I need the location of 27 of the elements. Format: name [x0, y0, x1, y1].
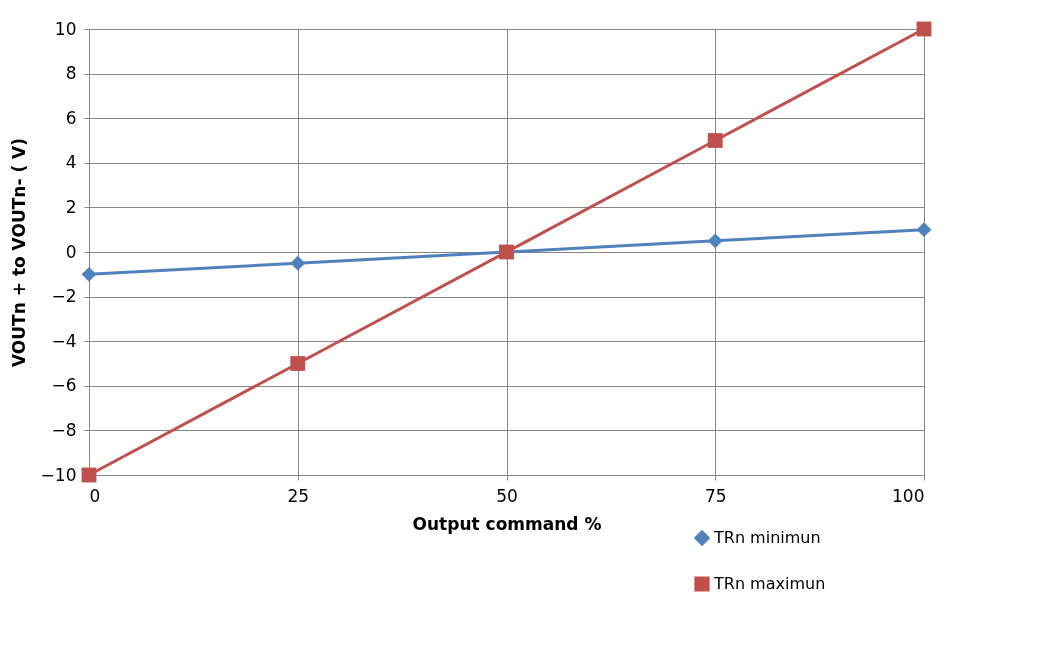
y-tick-label: −2 [51, 286, 77, 307]
y-tick-label: 8 [65, 63, 77, 84]
x-tick-label: 100 [892, 485, 925, 506]
point [290, 255, 306, 271]
point [707, 133, 723, 148]
point [81, 266, 97, 282]
point [707, 233, 723, 249]
point [290, 356, 306, 371]
y-tick-label: −4 [51, 330, 77, 351]
y-tick-label: 0 [65, 241, 77, 262]
point [916, 222, 932, 238]
y-tick-label: 6 [65, 107, 77, 128]
y-tick-label: 10 [54, 18, 77, 39]
x-axis-title: Output command % [412, 513, 602, 534]
x-tick-label: 50 [496, 485, 518, 506]
y-tick-label: −6 [51, 375, 77, 396]
legend-label: TRn maximun [713, 574, 826, 593]
point [81, 467, 97, 483]
y-axis-title: VOUTn + to VOUTn- ( V) [8, 137, 29, 368]
y-tick-label: 4 [65, 152, 77, 173]
x-tick-label: 75 [704, 485, 727, 506]
x-tick-label: 0 [89, 485, 101, 506]
x-tick-label: 25 [287, 485, 310, 506]
y-tick-label: 2 [65, 196, 77, 217]
y-tick-label: −8 [51, 419, 77, 440]
legend-label: TRn minimun [713, 528, 821, 547]
y-tick-label: −10 [40, 464, 77, 485]
